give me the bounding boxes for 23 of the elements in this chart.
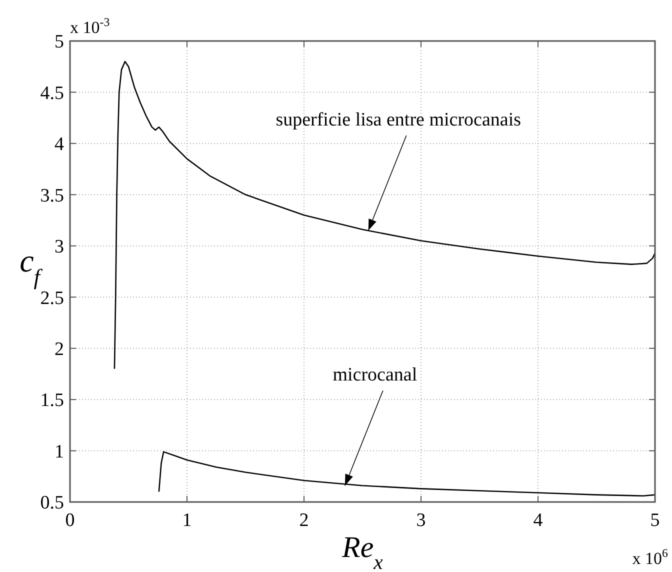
- x-tick-label: 4: [533, 510, 544, 531]
- y-tick-label: 2.5: [40, 288, 64, 309]
- y-tick-label: 4.5: [40, 82, 64, 104]
- x-tick-label: 5: [650, 510, 660, 531]
- x-tick-label: 0: [65, 510, 75, 531]
- line-series: [158, 451, 656, 497]
- annotation: superficie lisa entre microcanais: [276, 110, 522, 131]
- y-tick-label: 0.5: [40, 492, 64, 514]
- text: x 10$^{6}$: [632, 546, 668, 568]
- annotation: microcanal: [332, 364, 418, 386]
- y-tick-label: 4: [54, 134, 64, 156]
- y-tick-label: 2: [54, 338, 64, 360]
- x-axis-title: Re$_{x}$: [341, 531, 384, 572]
- text: x 10$^{-3}$: [70, 15, 110, 37]
- x-tick-label: 3: [416, 510, 426, 531]
- x-tick-label: 1: [182, 510, 192, 531]
- y-tick-label: 1.5: [40, 390, 64, 412]
- y-tick-label: 5: [54, 32, 64, 53]
- y-tick-label: 3.5: [40, 185, 64, 206]
- y-tick-label: 3: [54, 236, 64, 258]
- y-axis-title: c$_{f}$: [20, 242, 43, 289]
- x-tick-label: 2: [299, 510, 309, 531]
- y-tick-label: 1: [54, 441, 64, 462]
